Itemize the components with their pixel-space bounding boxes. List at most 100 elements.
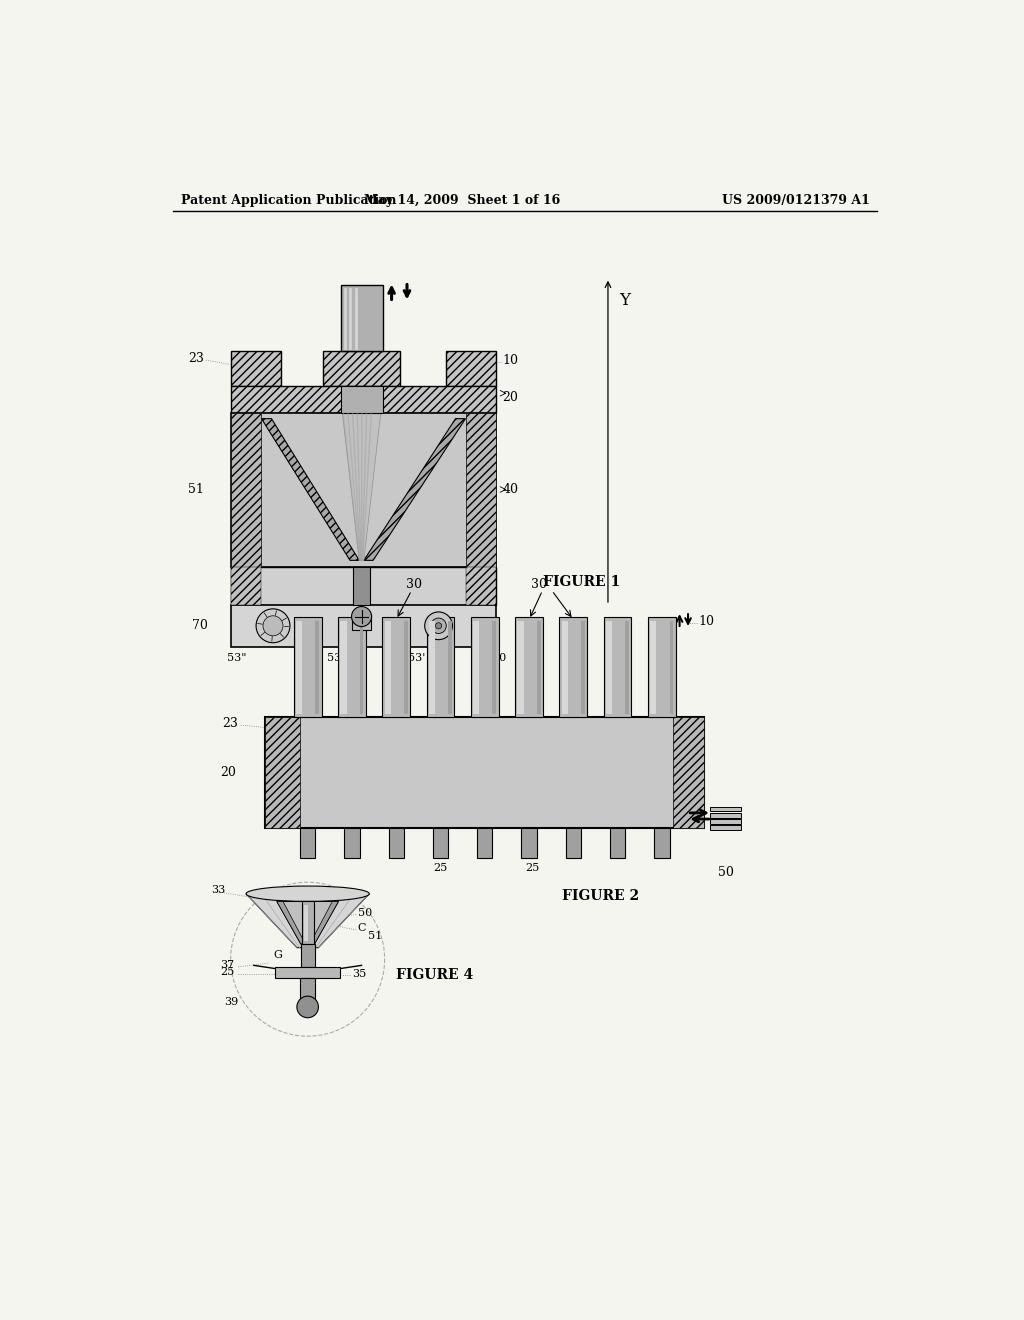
Text: 53": 53"	[226, 653, 247, 663]
Text: FIGURE 2: FIGURE 2	[562, 890, 639, 903]
Text: 60: 60	[493, 653, 507, 663]
Bar	[449, 622, 452, 714]
Bar	[230, 412, 497, 566]
Bar	[515, 618, 543, 718]
Bar	[230, 385, 497, 413]
Bar	[429, 622, 435, 714]
Bar	[473, 622, 479, 714]
Text: Patent Application Publication: Patent Application Publication	[180, 194, 396, 207]
Bar	[304, 904, 307, 941]
Bar	[559, 618, 587, 718]
Bar	[606, 622, 612, 714]
Polygon shape	[265, 718, 300, 829]
Bar	[604, 618, 632, 718]
Text: 35: 35	[352, 969, 367, 979]
Polygon shape	[364, 418, 466, 560]
Bar	[711, 813, 741, 817]
Bar	[537, 622, 541, 714]
Bar	[352, 614, 371, 630]
Text: May 14, 2009  Sheet 1 of 16: May 14, 2009 Sheet 1 of 16	[364, 194, 560, 207]
Bar	[565, 829, 581, 858]
Bar	[353, 566, 370, 605]
Bar	[471, 618, 499, 718]
Bar	[711, 818, 741, 824]
Bar	[711, 807, 741, 812]
Bar	[315, 622, 319, 714]
Text: 50: 50	[718, 866, 734, 879]
Text: C: C	[357, 924, 367, 933]
Bar	[296, 622, 302, 714]
Bar	[301, 902, 313, 944]
Bar	[650, 622, 656, 714]
Circle shape	[297, 997, 318, 1018]
Bar	[359, 622, 364, 714]
Bar	[648, 618, 676, 718]
Bar	[562, 622, 568, 714]
Bar	[340, 622, 346, 714]
Text: 33: 33	[211, 884, 225, 895]
Bar	[403, 622, 408, 714]
Text: 37: 37	[220, 961, 234, 970]
Polygon shape	[246, 894, 370, 948]
Bar	[344, 829, 359, 858]
Bar	[466, 566, 497, 605]
Bar	[230, 412, 261, 566]
Bar	[610, 829, 626, 858]
Text: FIGURE 1: FIGURE 1	[543, 576, 620, 589]
Text: 25: 25	[220, 968, 234, 977]
Text: 51: 51	[187, 483, 204, 496]
Circle shape	[351, 607, 372, 627]
Bar	[521, 829, 537, 858]
Bar	[654, 829, 670, 858]
Bar	[300, 829, 315, 858]
Text: 53': 53'	[408, 653, 425, 663]
Bar	[433, 829, 449, 858]
Text: Y: Y	[618, 292, 630, 309]
Bar	[446, 351, 497, 385]
Bar	[427, 618, 455, 718]
Bar	[517, 622, 523, 714]
Bar	[230, 566, 497, 605]
Bar	[670, 622, 674, 714]
Bar	[477, 829, 493, 858]
Bar	[626, 622, 629, 714]
Text: 10: 10	[698, 615, 715, 628]
Bar	[230, 605, 497, 647]
Polygon shape	[310, 902, 339, 944]
Text: 10: 10	[503, 354, 518, 367]
Bar	[466, 412, 497, 566]
Bar	[382, 618, 410, 718]
Text: 25: 25	[433, 863, 447, 874]
Bar	[301, 944, 314, 966]
Bar	[230, 566, 261, 605]
Text: 51: 51	[368, 931, 382, 941]
Circle shape	[431, 618, 446, 634]
Text: FIGURE 4: FIGURE 4	[396, 968, 473, 982]
Bar	[385, 622, 391, 714]
Polygon shape	[674, 718, 705, 829]
Text: 70: 70	[191, 619, 208, 632]
Text: 30: 30	[531, 578, 547, 591]
Circle shape	[263, 615, 283, 636]
Text: 23: 23	[222, 717, 239, 730]
Text: US 2009/0121379 A1: US 2009/0121379 A1	[722, 194, 869, 207]
Bar	[338, 618, 366, 718]
Circle shape	[425, 612, 453, 640]
Text: 53: 53	[327, 653, 341, 663]
Bar	[323, 351, 400, 385]
Bar	[341, 285, 383, 351]
Text: 23: 23	[187, 352, 204, 366]
Text: 20: 20	[220, 767, 237, 779]
Bar	[493, 622, 497, 714]
Bar	[294, 618, 322, 718]
Bar	[265, 718, 705, 829]
Polygon shape	[261, 418, 359, 560]
Polygon shape	[276, 902, 305, 944]
Bar	[275, 966, 340, 978]
Text: 20: 20	[503, 391, 518, 404]
Text: G: G	[273, 950, 282, 961]
Bar	[388, 829, 403, 858]
Bar	[230, 351, 281, 385]
Text: 40: 40	[503, 483, 518, 496]
Bar	[300, 978, 315, 999]
